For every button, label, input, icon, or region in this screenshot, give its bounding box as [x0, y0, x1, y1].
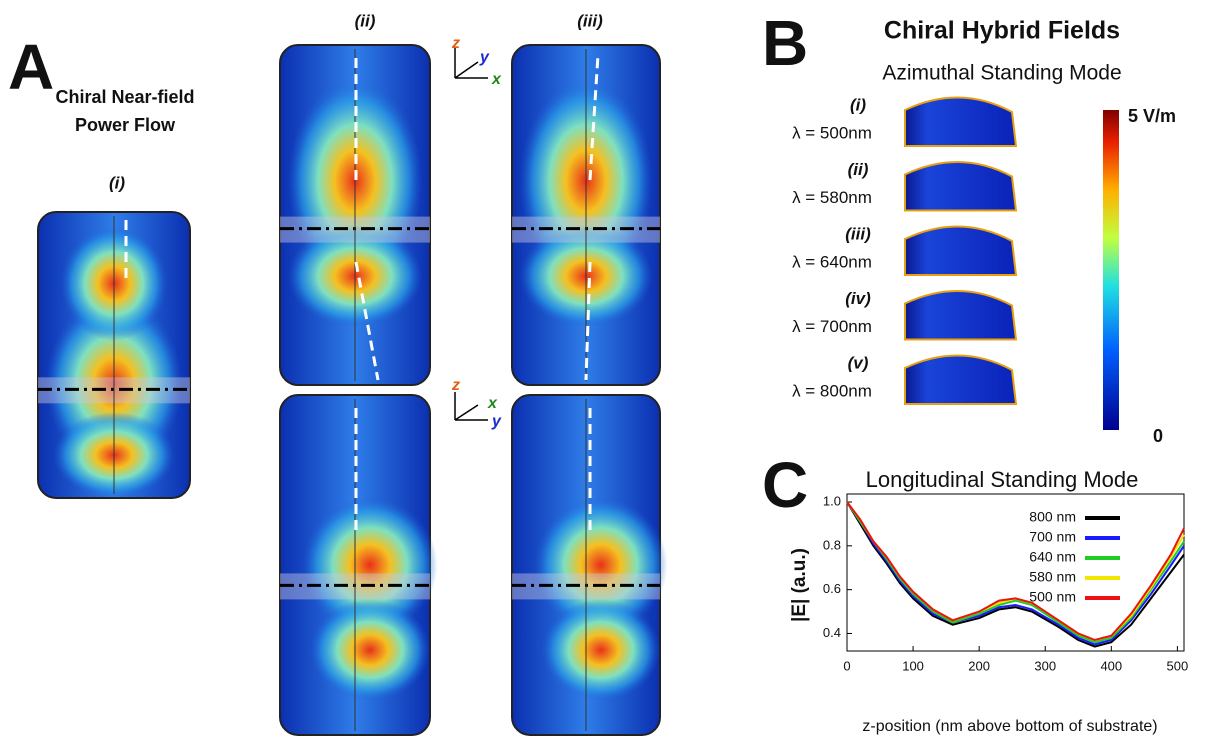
- y-axis-label: |E| (a.u.): [789, 548, 810, 622]
- axis-icon-label: y: [491, 413, 502, 430]
- plot-frame: [846, 493, 1185, 652]
- mode-rows: (i) λ = 500nm (ii) λ = 580nm (iii) λ = 640nm (…: [792, 95, 1018, 405]
- mode-profile: [904, 225, 1018, 276]
- series-line: [846, 501, 1185, 644]
- wavelength-label: λ = 700nm: [792, 317, 872, 336]
- colorbar-min: 0: [1153, 426, 1163, 446]
- x-tick-label: 0: [843, 658, 850, 673]
- field-hotspot: [534, 497, 668, 633]
- axis-icon-label: z: [451, 377, 460, 394]
- mode-label: (iv): [845, 289, 871, 308]
- legend-label: 640 nm: [1029, 549, 1076, 565]
- series-line: [846, 501, 1185, 646]
- panel-title: Chiral Near-field: [55, 87, 194, 107]
- panel-subtitle: Azimuthal Standing Mode: [882, 62, 1121, 85]
- mode-label: (i): [850, 95, 866, 114]
- y-tick-label: 0.6: [823, 581, 841, 596]
- mode-label: (v): [848, 353, 869, 372]
- field-hotspot: [302, 497, 438, 633]
- y-tick-label: 0.4: [823, 625, 841, 640]
- axis-icon-label: x: [487, 395, 498, 412]
- series-line: [846, 501, 1185, 648]
- panel-title: Power Flow: [75, 115, 176, 135]
- legend-label: 800 nm: [1029, 509, 1076, 525]
- y-tick-label: 0.8: [823, 537, 841, 552]
- chart-title: Longitudinal Standing Mode: [866, 467, 1139, 492]
- wavelength-label: λ = 580nm: [792, 188, 872, 207]
- legend-label: 500 nm: [1029, 589, 1076, 605]
- x-tick-label: 200: [968, 658, 990, 673]
- field-hotspot: [541, 599, 660, 701]
- panel-letter: C: [762, 449, 808, 521]
- wavelength-label: λ = 800nm: [792, 381, 872, 400]
- flow-arrow: [584, 261, 592, 381]
- axis-icon-label: z: [451, 35, 460, 52]
- field-hotspot: [310, 599, 430, 701]
- x-tick-label: 300: [1034, 658, 1056, 673]
- mode-profile: [904, 161, 1018, 212]
- legend-label: 700 nm: [1029, 529, 1076, 545]
- colorbar-max: 5 V/m: [1128, 106, 1176, 126]
- flow-arrow: [354, 261, 380, 381]
- series-line: [846, 501, 1185, 642]
- mode-label: (iii): [845, 224, 871, 243]
- mode-profile: [904, 96, 1018, 147]
- field-maps: [37, 44, 668, 736]
- sub-label: (iii): [577, 11, 603, 30]
- x-axis-label: z-position (nm above bottom of substrate…: [862, 718, 1157, 735]
- colorbar: [1103, 110, 1119, 430]
- wavelength-label: λ = 500nm: [792, 123, 872, 142]
- sub-label: (ii): [355, 11, 376, 30]
- sub-label: (i): [109, 173, 125, 192]
- mode-profile: [904, 290, 1018, 341]
- axis-icon-label: y: [479, 49, 490, 66]
- line-chart: 0.4 0.6 0.8 1.0 0 100 200 300 400 500 800 nm 700 nm…: [823, 493, 1188, 673]
- mode-profile: [904, 354, 1018, 405]
- flow-arrow: [588, 54, 600, 181]
- x-tick-label: 100: [902, 658, 924, 673]
- axes-icon: [454, 48, 488, 421]
- wavelength-label: λ = 640nm: [792, 252, 872, 271]
- panel-letter: B: [762, 7, 808, 79]
- series-line: [846, 501, 1185, 642]
- legend-label: 580 nm: [1029, 569, 1076, 585]
- x-tick-label: 500: [1167, 658, 1189, 673]
- panel-letter: A: [8, 31, 54, 103]
- panel-title: Chiral Hybrid Fields: [884, 17, 1120, 45]
- y-tick-label: 1.0: [823, 493, 841, 508]
- x-tick-label: 400: [1100, 658, 1122, 673]
- axis-icon-label: x: [491, 71, 502, 88]
- mode-label: (ii): [848, 160, 869, 179]
